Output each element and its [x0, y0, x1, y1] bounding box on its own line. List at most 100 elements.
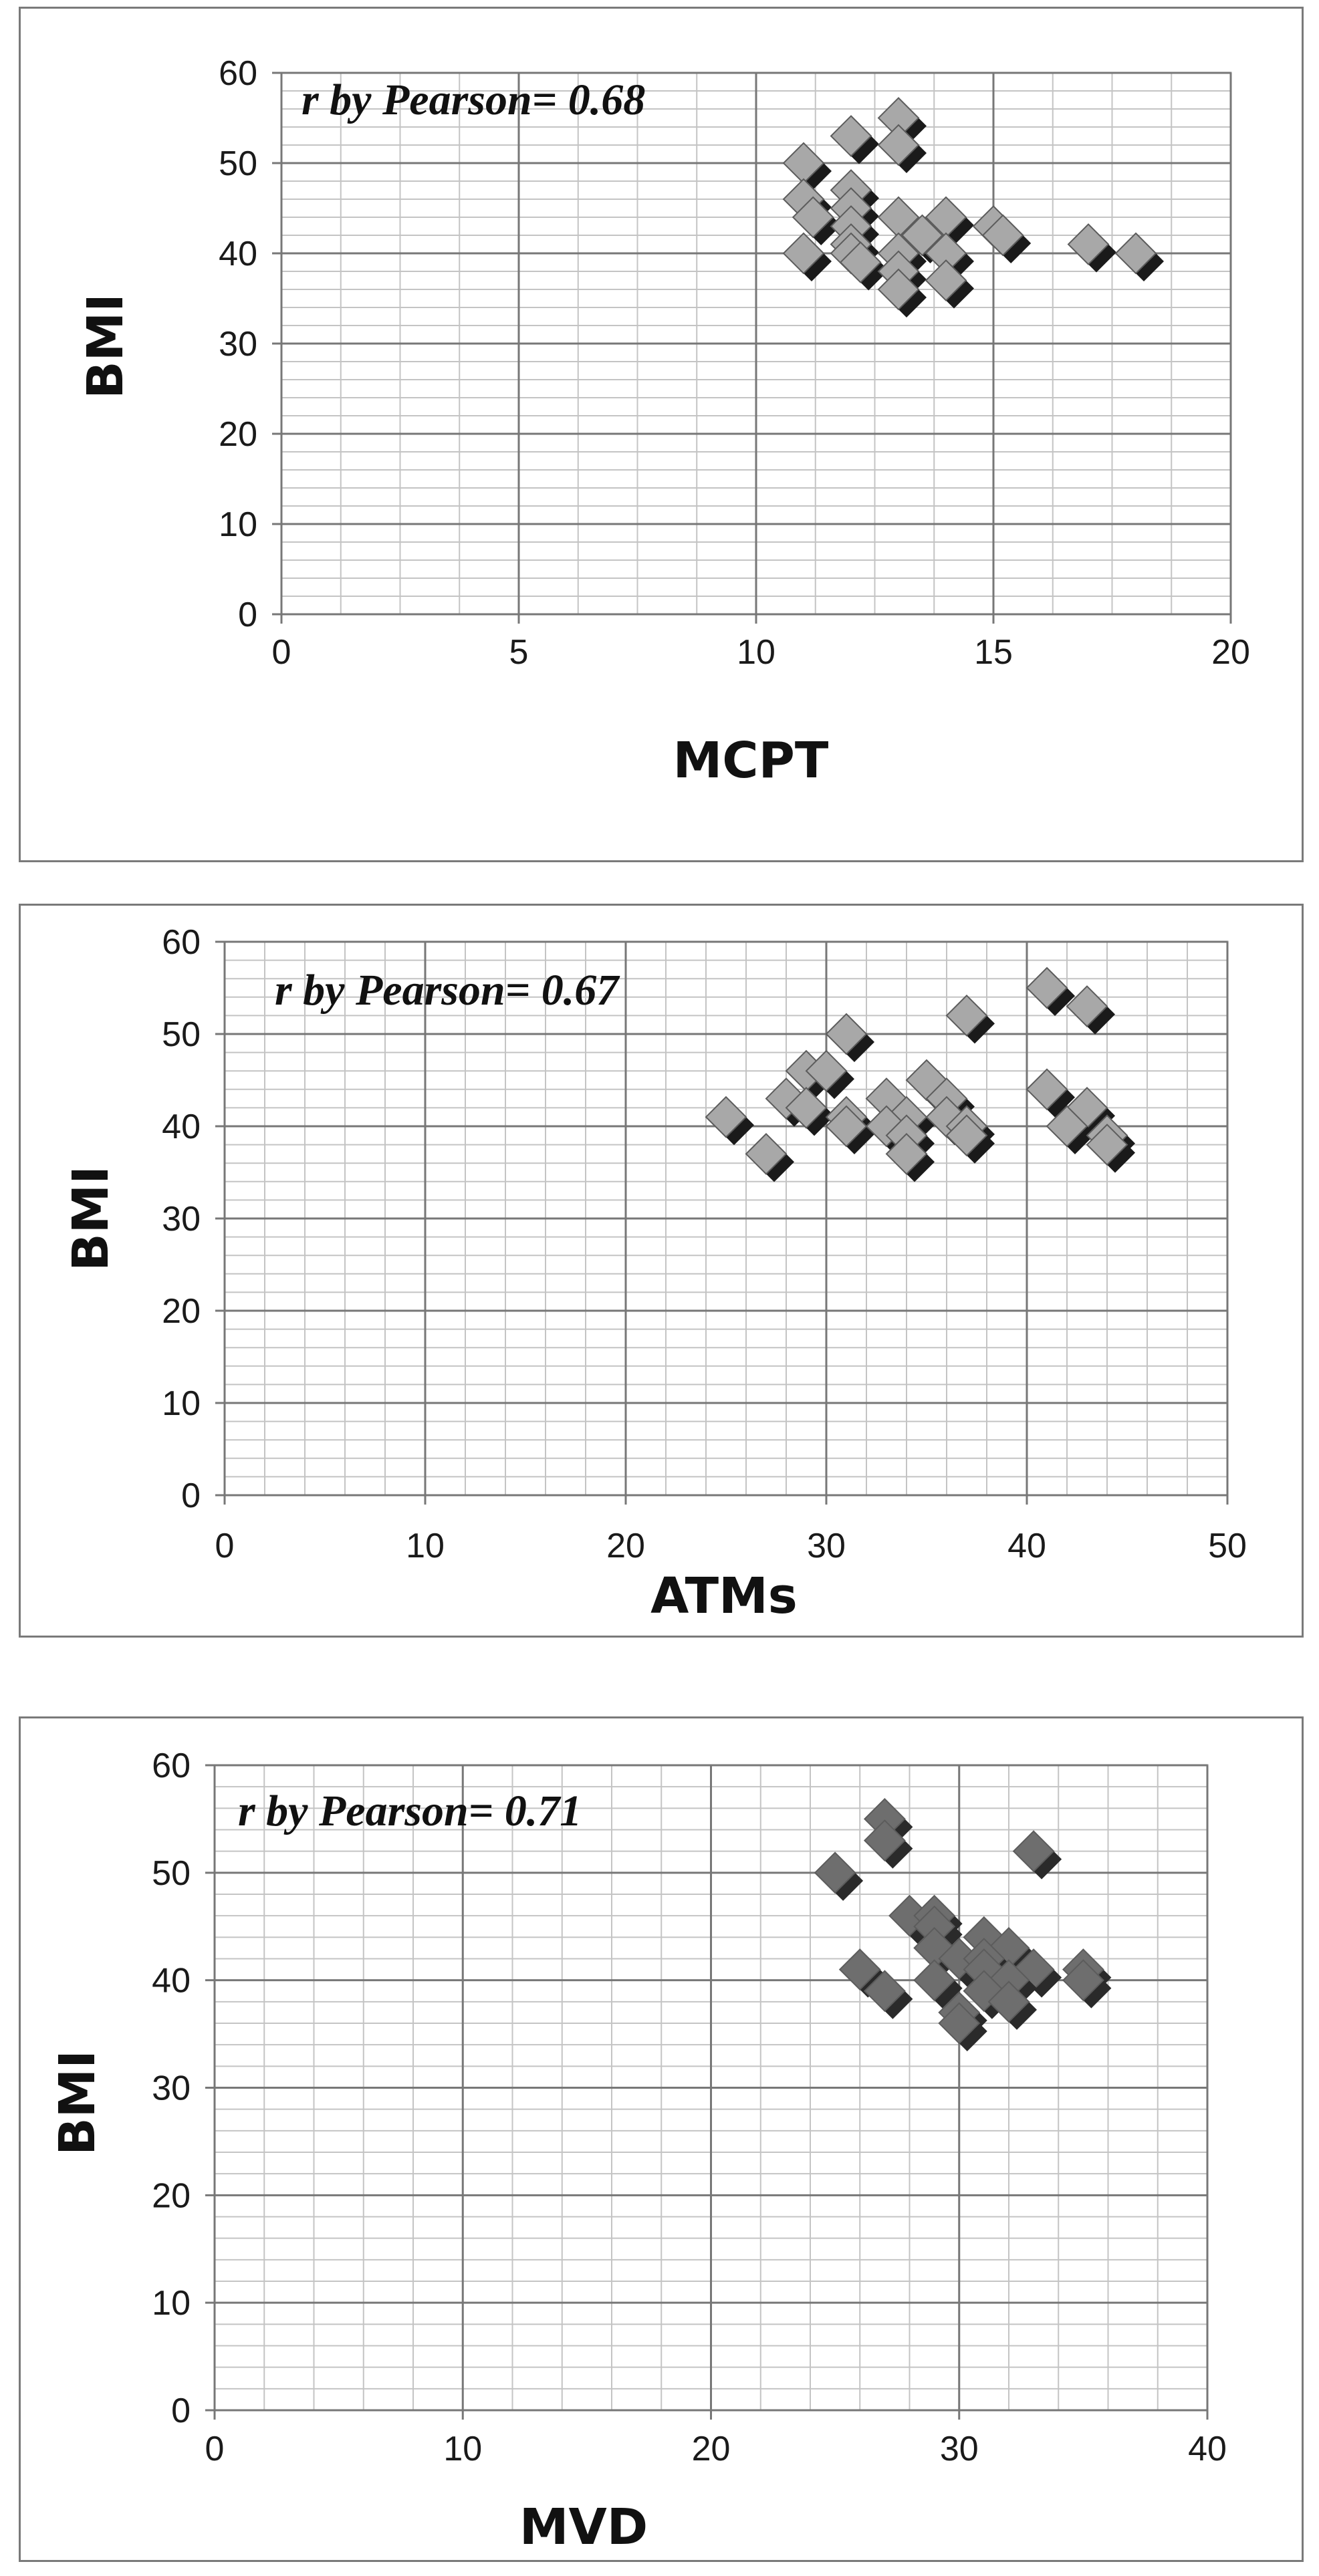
data-point — [877, 124, 927, 173]
point-marker — [945, 994, 988, 1037]
x-tick-label: 0 — [205, 2430, 225, 2468]
point-marker — [913, 1959, 956, 2002]
y-tick-label: 30 — [162, 1200, 201, 1239]
x-tick-label: 30 — [940, 2430, 979, 2468]
data-point — [825, 1105, 874, 1154]
x-tick-label: 20 — [606, 1527, 645, 1565]
data-point — [805, 1049, 854, 1100]
data-point — [945, 994, 995, 1044]
y-tick-labels: 0 10 20 30 40 50 60 — [219, 54, 257, 634]
data-point — [981, 214, 1032, 263]
data-point — [1012, 1830, 1062, 1880]
data-point — [987, 1980, 1037, 2030]
plot-grid — [215, 940, 1229, 1505]
point-marker — [877, 268, 920, 311]
y-axis-title: BMI — [77, 293, 134, 399]
point-marker — [885, 1132, 928, 1175]
data-point — [1026, 967, 1075, 1016]
point-marker — [838, 1948, 881, 1990]
point-marker — [863, 1970, 906, 2013]
x-axis-title: MCPT — [673, 732, 829, 789]
data-points — [705, 967, 1135, 1182]
pearson-annotation: r by Pearson= 0.68 — [302, 76, 645, 124]
data-point — [1062, 1959, 1112, 2009]
y-tick-labels: 0 10 20 30 40 50 60 — [152, 1747, 191, 2430]
y-tick-label: 10 — [152, 2284, 191, 2323]
x-tick-label: 40 — [1007, 1527, 1046, 1565]
point-marker — [901, 214, 943, 257]
pearson-annotation: r by Pearson= 0.71 — [238, 1787, 582, 1835]
y-tick-label: 30 — [219, 325, 257, 364]
y-tick-label: 30 — [152, 2069, 191, 2108]
point-marker — [1067, 223, 1110, 265]
point-marker — [963, 1970, 1005, 2013]
x-axis-title: ATMs — [650, 1567, 798, 1625]
y-tick-label: 60 — [152, 1747, 191, 1785]
data-point — [830, 115, 879, 164]
x-tick-label: 10 — [406, 1527, 445, 1565]
mcpt-bmi-scatter-panel: r by Pearson= 0.68 0 10 20 30 40 50 60 0 5 10 15 2… — [19, 7, 1304, 862]
data-point — [863, 1819, 913, 1869]
point-marker — [1066, 985, 1108, 1028]
y-tick-label: 60 — [162, 923, 201, 962]
data-point — [745, 1132, 794, 1182]
point-marker — [863, 1819, 906, 1861]
x-tick-label: 20 — [692, 2430, 731, 2468]
data-points — [814, 1798, 1112, 2051]
x-tick-label: 40 — [1188, 2430, 1227, 2468]
point-marker — [987, 1980, 1030, 2023]
data-point — [825, 1013, 874, 1062]
point-marker — [839, 241, 882, 283]
y-tick-label: 40 — [162, 1108, 201, 1146]
data-point — [925, 259, 974, 309]
y-tick-label: 50 — [152, 1854, 191, 1893]
point-marker — [825, 1105, 868, 1148]
x-tick-label: 15 — [974, 633, 1013, 672]
data-point — [1086, 1124, 1135, 1173]
mvd-bmi-scatter-panel: r by Pearson= 0.71 0 10 20 30 40 50 60 0 10 20 30… — [19, 1716, 1304, 2562]
pearson-annotation: r by Pearson= 0.67 — [275, 966, 620, 1015]
point-marker — [785, 1086, 828, 1129]
data-point — [913, 1959, 963, 2009]
y-tick-label: 50 — [162, 1015, 201, 1054]
x-tick-label: 0 — [272, 633, 291, 672]
point-marker — [830, 115, 872, 157]
x-tick-label: 5 — [509, 633, 529, 672]
point-marker — [745, 1132, 788, 1175]
data-point — [877, 268, 927, 317]
data-point — [1066, 985, 1115, 1035]
y-tick-label: 0 — [181, 1476, 201, 1515]
x-tick-labels: 0 5 10 15 20 — [272, 633, 1250, 672]
atms-bmi-scatter-chart: r by Pearson= 0.67 0 10 20 30 40 50 60 0 10 20 30… — [62, 923, 1247, 1625]
data-point — [938, 2002, 987, 2051]
x-axis-title: MVD — [519, 2498, 648, 2556]
x-tick-label: 30 — [807, 1527, 846, 1565]
data-point — [863, 1970, 913, 2019]
data-point — [1067, 223, 1116, 273]
point-marker — [945, 1114, 988, 1157]
atms-bmi-scatter-panel: r by Pearson= 0.67 0 10 20 30 40 50 60 0 10 20 30… — [19, 904, 1304, 1638]
x-tick-labels: 0 10 20 30 40 — [205, 2430, 1227, 2468]
data-point — [885, 1132, 935, 1182]
data-point — [945, 1114, 995, 1164]
point-marker — [705, 1096, 747, 1138]
data-point — [705, 1096, 754, 1146]
data-point — [905, 1059, 955, 1108]
point-marker — [1062, 1959, 1104, 2002]
point-marker — [1026, 967, 1068, 1009]
y-tick-label: 0 — [171, 2392, 191, 2430]
x-tick-label: 20 — [1211, 633, 1250, 672]
point-marker — [825, 1013, 868, 1055]
data-point — [925, 196, 974, 245]
data-point — [792, 196, 842, 245]
x-tick-labels: 0 10 20 30 40 50 — [215, 1527, 1247, 1565]
y-tick-label: 20 — [162, 1292, 201, 1331]
mvd-bmi-scatter-chart: r by Pearson= 0.71 0 10 20 30 40 50 60 0 10 20 30… — [49, 1747, 1227, 2556]
y-axis-title: BMI — [62, 1166, 120, 1271]
y-tick-label: 0 — [238, 596, 257, 634]
mcpt-bmi-scatter-chart: r by Pearson= 0.68 0 10 20 30 40 50 60 0 5 10 15 2… — [77, 54, 1250, 789]
point-marker — [1114, 232, 1157, 275]
data-point — [814, 1851, 864, 1901]
y-axis-title: BMI — [49, 2050, 106, 2156]
x-tick-label: 50 — [1208, 1527, 1247, 1565]
